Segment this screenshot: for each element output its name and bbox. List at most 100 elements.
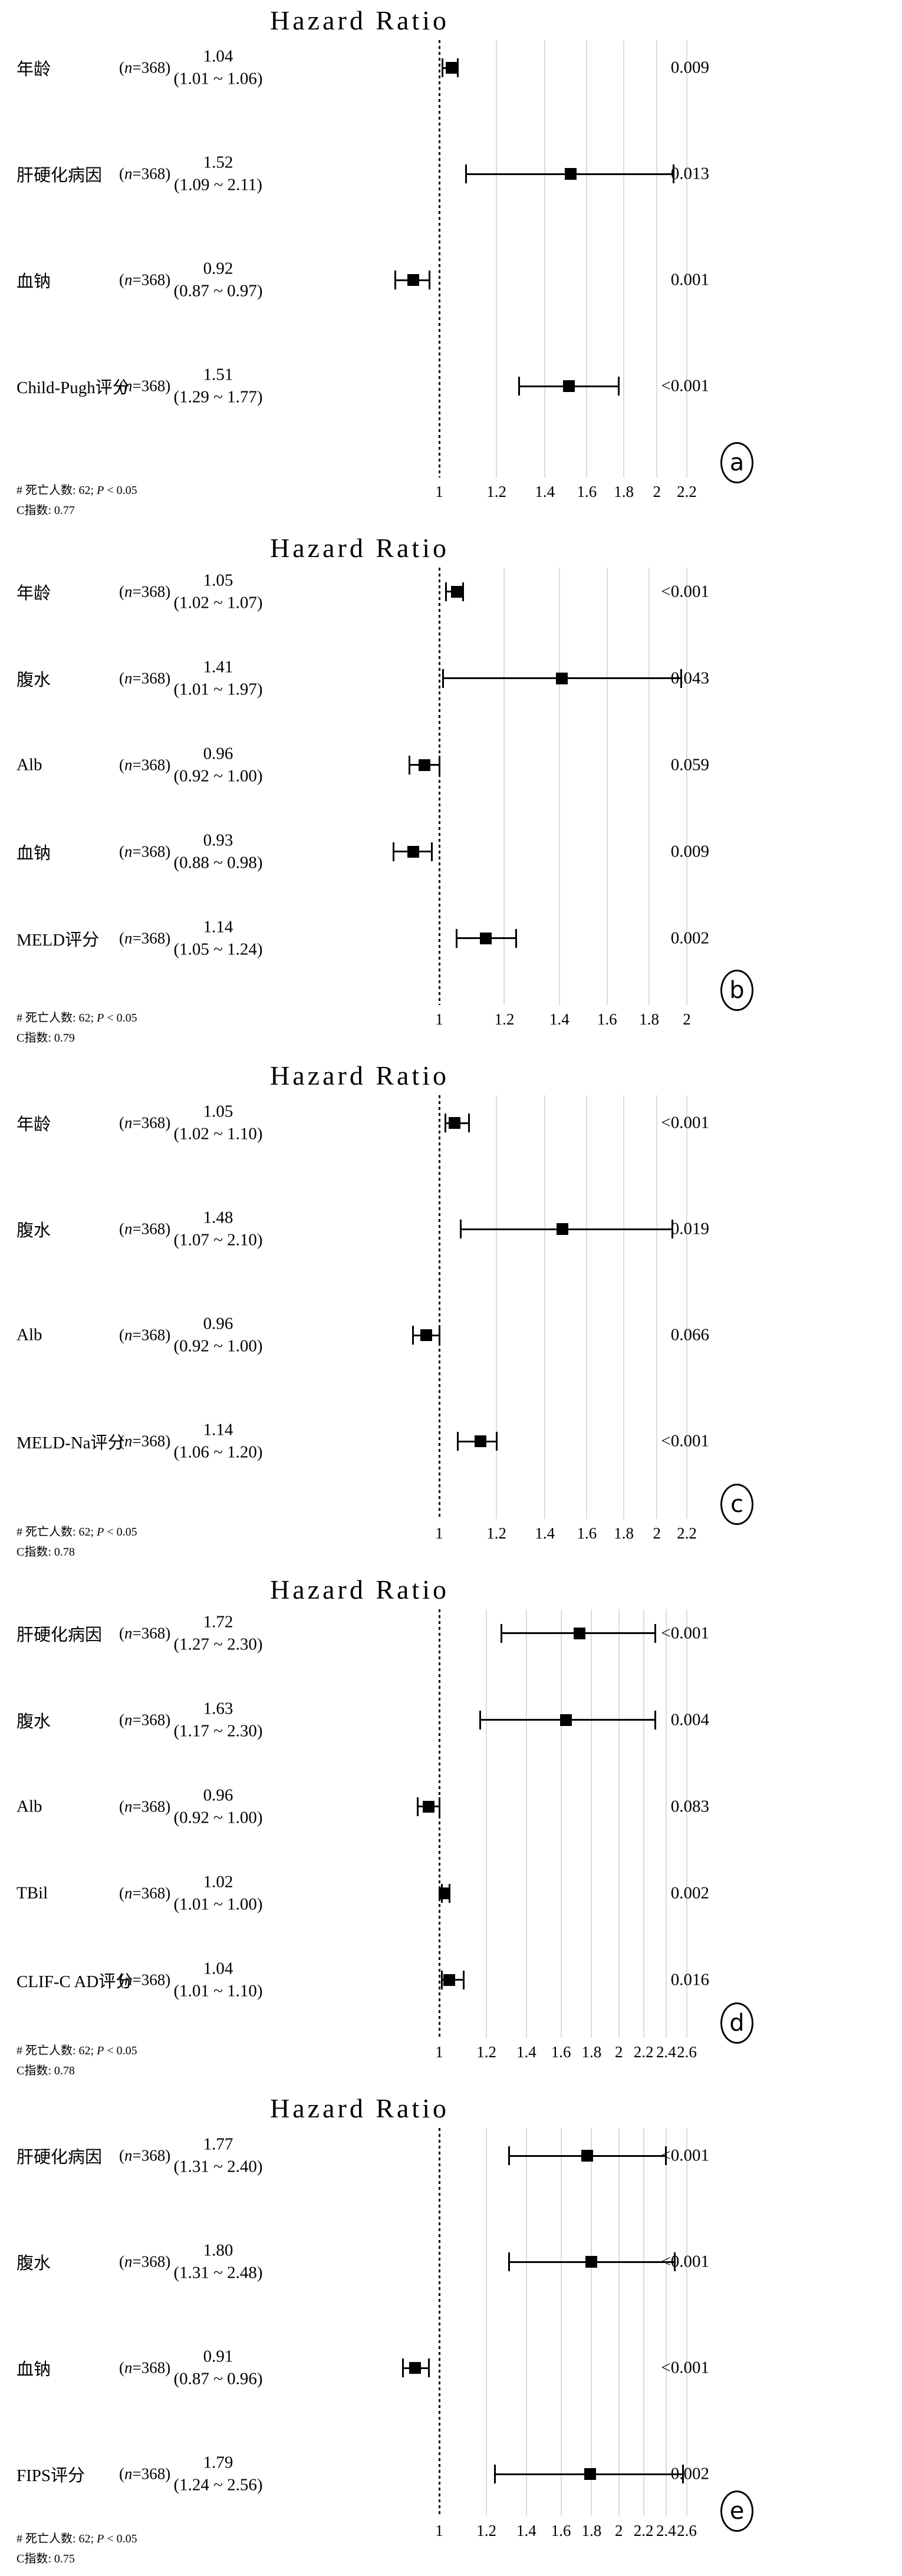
p-value: 0.002 <box>670 2464 709 2483</box>
p-value: 0.009 <box>670 842 709 861</box>
n-value: =368) <box>132 1797 171 1815</box>
axis-tick-label: 2.2 <box>677 483 697 500</box>
sample-size: (n=368) <box>119 669 170 687</box>
whisker-left <box>408 755 410 775</box>
panel-letter: c <box>730 1491 743 1518</box>
n-value: =368) <box>132 2465 171 2483</box>
whisker-left <box>500 1623 502 1643</box>
panel-title: Hazard Ratio <box>270 1574 449 1605</box>
estimate-value: 1.51 <box>203 365 233 384</box>
axis-tick-label: 1.8 <box>614 483 634 500</box>
n-paren-open: ( <box>119 1326 124 1344</box>
row-label: 年龄 <box>17 60 51 79</box>
n-paren-open: ( <box>119 1711 124 1728</box>
estimate-value: 1.05 <box>203 571 233 590</box>
estimate-ci: (1.06 ~ 1.20) <box>173 1443 263 1462</box>
forest-panel-e: Hazard Ratio 1 1.2 1.4 1.6 1.8 2 2.2 2.4 2.6 肝硬化病因… <box>0 2088 902 2576</box>
axis-tick-label: 1.8 <box>614 1524 634 1542</box>
whisker-right <box>515 928 517 948</box>
whisker-right <box>671 1220 673 1238</box>
row-label: 年龄 <box>17 1115 51 1134</box>
gridline <box>496 1095 498 1519</box>
point-marker <box>423 1800 435 1813</box>
n-symbol: n <box>124 164 133 183</box>
sample-size: (n=368) <box>119 842 170 861</box>
footnote-deaths: # 死亡人数: 62; P < 0.05 <box>17 2041 137 2058</box>
sample-size: (n=368) <box>119 582 170 601</box>
estimate-block: 1.05 (1.02 ~ 1.10) <box>147 1101 289 1146</box>
n-value: =368) <box>132 1326 171 1344</box>
estimate-block: 1.79 (1.24 ~ 2.56) <box>147 2452 289 2497</box>
row-label: 腹水 <box>17 670 51 690</box>
gridline <box>686 2128 687 2516</box>
axis-tick-label: 2.2 <box>633 2043 654 2061</box>
n-symbol: n <box>124 756 133 773</box>
estimate-ci: (1.29 ~ 1.77) <box>173 388 263 407</box>
p-value: 0.043 <box>670 668 709 687</box>
p-value: 0.016 <box>670 1970 709 1989</box>
row-label: TBil <box>17 1883 48 1902</box>
axis-tick-label: 2 <box>653 483 661 500</box>
whisker-right <box>438 755 440 775</box>
n-value: =368) <box>132 1971 171 1988</box>
sample-size: (n=368) <box>119 1711 170 1729</box>
axis-tick-label: 1.2 <box>486 483 506 500</box>
whisker-right <box>438 1797 440 1816</box>
point-marker <box>445 62 457 74</box>
whisker-left <box>465 164 468 183</box>
plot-area: 1 1.2 1.4 1.6 1.8 2 2.2 2.4 2.6 <box>289 2088 697 2576</box>
estimate-block: 0.92 (0.87 ~ 0.97) <box>147 258 289 303</box>
whisker-left <box>508 2146 511 2165</box>
axis-tick-label: 1.2 <box>476 2522 496 2539</box>
footnote-deaths: # 死亡人数: 62; P < 0.05 <box>17 2529 137 2546</box>
point-marker <box>448 1117 460 1129</box>
p-value: 0.002 <box>670 1883 709 1902</box>
sample-size: (n=368) <box>119 2465 170 2483</box>
gridline <box>586 40 588 477</box>
axis-tick-label: 1.6 <box>577 483 597 500</box>
n-paren-open: ( <box>119 1114 124 1132</box>
n-paren-open: ( <box>119 2146 124 2165</box>
whisker-right <box>431 842 433 861</box>
n-value: =368) <box>132 842 171 860</box>
reference-line <box>438 40 440 477</box>
axis-tick-label: 1.4 <box>535 483 555 500</box>
n-value: =368) <box>132 669 171 687</box>
gridline <box>686 1095 687 1519</box>
row-label: Alb <box>17 755 42 774</box>
estimate-ci: (0.87 ~ 0.97) <box>173 282 263 301</box>
panel-letter: b <box>729 977 745 1004</box>
estimate-block: 1.77 (1.31 ~ 2.40) <box>147 2133 289 2179</box>
gridline <box>643 1609 644 2038</box>
n-symbol: n <box>124 377 133 395</box>
estimate-value: 1.41 <box>203 657 233 677</box>
whisker-left <box>394 271 397 289</box>
n-paren-open: ( <box>119 1884 124 1902</box>
whisker-left <box>494 2465 496 2483</box>
gridline <box>665 1609 667 2038</box>
n-paren-open: ( <box>119 669 124 687</box>
point-marker <box>420 1329 433 1341</box>
estimate-value: 0.92 <box>203 259 233 278</box>
estimate-value: 0.96 <box>203 1786 233 1805</box>
n-symbol: n <box>124 842 133 860</box>
n-symbol: n <box>124 669 133 687</box>
point-marker <box>584 2468 596 2480</box>
n-value: =368) <box>132 1884 171 1902</box>
axis-tick-label: 2 <box>614 2043 623 2061</box>
estimate-value: 1.04 <box>203 1959 233 1978</box>
whisker-right <box>427 2358 430 2377</box>
forest-panel-c: Hazard Ratio 1 1.2 1.4 1.6 1.8 2 2.2 年龄 (n=368) 1.… <box>0 1055 902 1569</box>
n-symbol: n <box>124 1884 133 1902</box>
footnote-p-symbol: P <box>97 1012 104 1025</box>
sample-size: (n=368) <box>119 377 170 396</box>
footnote-deaths: # 死亡人数: 62; P < 0.05 <box>17 480 137 498</box>
whisker-left <box>440 1970 443 1989</box>
row-label: FIPS评分 <box>17 2466 85 2485</box>
p-value: <0.001 <box>661 2146 709 2165</box>
gridline <box>665 2128 667 2516</box>
plot-area: 1 1.2 1.4 1.6 1.8 2 2.2 2.4 2.6 <box>289 1569 697 2088</box>
gridline <box>648 568 650 1005</box>
n-symbol: n <box>124 1971 133 1988</box>
